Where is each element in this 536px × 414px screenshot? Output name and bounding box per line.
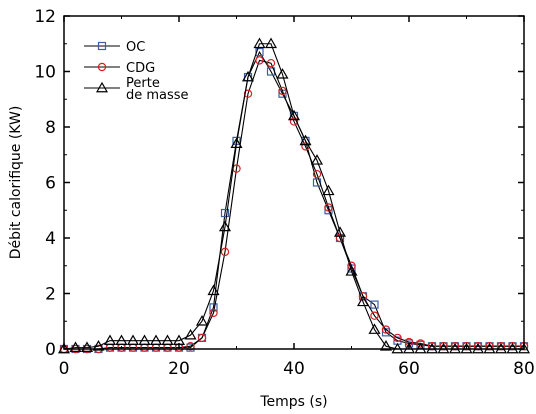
data-point-circle — [266, 58, 276, 68]
data-point-circle — [289, 117, 299, 126]
data-point-circle — [197, 333, 207, 343]
data-point-circle — [358, 292, 368, 301]
x-tick-label: 20 — [168, 359, 190, 379]
data-point-circle — [416, 339, 425, 348]
data-point-triangle — [322, 184, 335, 196]
y-tick-label: 0 — [45, 340, 56, 360]
data-point-triangle — [287, 109, 301, 121]
data-point-triangle — [103, 334, 117, 346]
x-tick-label: 80 — [513, 359, 535, 379]
data-point-triangle — [218, 220, 232, 232]
y-tick-label: 6 — [45, 174, 56, 194]
data-point-triangle — [356, 295, 370, 307]
data-point-circle — [324, 203, 333, 212]
legend-label: Perte — [126, 76, 160, 91]
data-point-triangle — [276, 68, 289, 79]
data-point-circle — [209, 308, 218, 318]
y-tick-label: 8 — [45, 118, 56, 138]
legend-item: CDG — [84, 61, 155, 76]
data-point-circle — [439, 342, 448, 351]
data-point-circle — [370, 311, 379, 320]
data-point-circle — [335, 233, 345, 243]
data-point-triangle — [80, 341, 94, 352]
data-point-square — [220, 208, 230, 218]
data-point-triangle — [345, 265, 358, 276]
data-point-triangle — [368, 323, 381, 334]
legend-marker-square — [97, 41, 107, 51]
y-tick-label: 2 — [45, 285, 56, 305]
y-axis-title: Débit calorifique (KW) — [8, 106, 24, 260]
data-point-circle — [462, 342, 471, 351]
data-point-square — [312, 178, 322, 187]
legend-marker-triangle — [95, 81, 109, 93]
x-axis-title: Temps (s) — [259, 394, 327, 410]
series-circle — [59, 56, 529, 354]
data-point-triangle — [333, 226, 347, 237]
ticks-layer: 0 20 40 60 80 0 2 4 6 8 10 12 — [34, 7, 534, 379]
data-point-triangle — [310, 154, 324, 165]
data-point-square — [370, 300, 379, 309]
data-point-triangle — [195, 315, 209, 326]
data-point-circle — [278, 86, 287, 96]
data-point-square — [255, 47, 264, 57]
data-point-circle — [393, 333, 402, 343]
legend-marker-circle — [97, 62, 107, 72]
data-point-circle — [508, 342, 517, 351]
data-point-triangle — [138, 334, 151, 346]
series-line — [64, 59, 524, 350]
data-point-triangle — [126, 334, 140, 346]
data-point-triangle — [161, 334, 174, 346]
data-point-circle — [450, 342, 460, 351]
legend-label: de masse — [126, 88, 189, 103]
x-tick-label: 40 — [283, 359, 305, 379]
data-point-triangle — [241, 70, 255, 82]
data-point-triangle — [92, 340, 105, 351]
data-point-triangle — [253, 37, 266, 49]
y-tick-label: 10 — [34, 63, 56, 83]
data-point-triangle — [299, 134, 312, 146]
data-point-triangle — [264, 37, 278, 49]
data-point-triangle — [69, 341, 82, 352]
data-point-triangle — [230, 137, 243, 148]
data-point-circle — [473, 342, 483, 351]
data-point-circle — [312, 169, 322, 179]
x-tick-label: 0 — [59, 359, 70, 379]
data-point-circle — [243, 89, 253, 98]
data-point-circle — [347, 261, 356, 270]
y-tick-label: 4 — [45, 229, 56, 249]
data-point-triangle — [379, 340, 393, 351]
legend-label: OC — [126, 40, 145, 55]
data-point-circle — [427, 342, 437, 351]
x-tick-label: 60 — [398, 359, 420, 379]
data-point-circle — [220, 247, 230, 257]
data-point-triangle — [115, 334, 128, 346]
data-point-triangle — [184, 328, 197, 340]
legend-label: CDG — [126, 61, 155, 76]
data-point-circle — [381, 325, 391, 334]
data-point-triangle — [207, 284, 220, 296]
data-point-circle — [255, 56, 264, 65]
data-point-circle — [485, 342, 494, 351]
legend-item: OC — [84, 40, 145, 55]
data-point-circle — [186, 342, 195, 351]
data-point-circle — [496, 342, 506, 351]
y-tick-label: 12 — [34, 7, 56, 27]
data-point-triangle — [149, 334, 163, 346]
